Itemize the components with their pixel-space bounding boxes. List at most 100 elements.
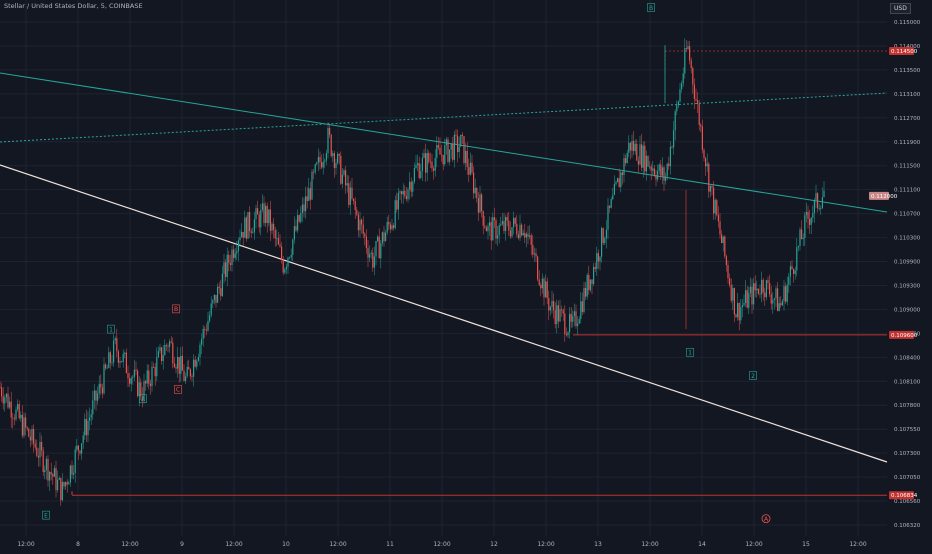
- wave-label-box: [139, 394, 147, 403]
- candle-body: [57, 479, 59, 491]
- candle-body: [34, 443, 36, 448]
- candle-body: [106, 367, 108, 369]
- candle-body: [604, 238, 606, 244]
- y-tick-label: 0.113100: [894, 92, 921, 98]
- candle-body: [498, 225, 500, 236]
- candle-body: [204, 328, 206, 330]
- candle-body: [228, 254, 230, 264]
- candle-body: [407, 189, 409, 200]
- candle-body: [637, 160, 639, 165]
- candle-body: [533, 253, 535, 255]
- candle-body: [666, 163, 668, 177]
- candle-body: [252, 232, 254, 234]
- candle-body: [601, 228, 603, 257]
- candle-body: [145, 381, 147, 384]
- candle-body: [178, 357, 180, 374]
- candle-body: [55, 468, 57, 491]
- candle-body: [311, 171, 313, 200]
- y-tick-label: 0.107550: [894, 427, 921, 433]
- candle-body: [212, 300, 214, 304]
- candle-body: [81, 443, 83, 454]
- candle-body: [7, 393, 9, 408]
- candle-body: [773, 298, 775, 300]
- candle-body: [420, 171, 422, 178]
- candle-body: [487, 225, 489, 232]
- candle-body: [501, 221, 503, 225]
- x-tick-label: 11: [386, 541, 394, 548]
- y-tick-label: 0.114000: [894, 44, 921, 50]
- candle-body: [485, 227, 487, 232]
- candle-body: [532, 244, 534, 255]
- candle-body: [241, 231, 243, 238]
- candle-body: [103, 364, 105, 394]
- currency-badge[interactable]: USD: [890, 3, 911, 14]
- candle-body: [33, 428, 35, 444]
- candle-body: [129, 378, 131, 384]
- candle-body: [74, 449, 76, 473]
- wave-label: A: [764, 516, 769, 523]
- candle-body: [441, 154, 443, 156]
- candle-body: [762, 279, 764, 293]
- candle-body: [639, 144, 641, 165]
- candle-body: [250, 231, 252, 233]
- candle-body: [452, 143, 454, 160]
- candle-body: [685, 48, 687, 50]
- candle-body: [378, 236, 380, 259]
- candle-body: [634, 143, 636, 152]
- candle-body: [505, 217, 507, 232]
- candle-body: [124, 352, 126, 354]
- candle-body: [556, 305, 558, 325]
- candle-body: [244, 217, 246, 238]
- candle-body: [122, 353, 124, 362]
- candle-body: [508, 220, 510, 231]
- candle-body: [189, 369, 191, 377]
- candle-body: [522, 232, 524, 236]
- candle-body: [223, 262, 225, 274]
- x-tick-label: 12:00: [17, 541, 34, 548]
- candle-body: [58, 477, 60, 480]
- candle-body: [765, 280, 767, 298]
- candle-body: [645, 155, 647, 172]
- candle-body: [274, 229, 276, 239]
- candle-body: [589, 279, 591, 291]
- candle-body: [676, 105, 678, 112]
- candle-body: [191, 376, 193, 378]
- wave-label: B: [174, 306, 178, 313]
- candle-body: [802, 237, 804, 240]
- candle-body: [141, 396, 143, 401]
- candle-body: [671, 146, 673, 148]
- candle-body: [287, 257, 289, 267]
- candle-body: [177, 357, 179, 369]
- candle-body: [444, 145, 446, 165]
- candle-body: [588, 274, 590, 291]
- candle-body: [285, 266, 287, 270]
- candle-body: [743, 303, 745, 306]
- candle-body: [92, 400, 94, 415]
- candle-body: [68, 482, 70, 485]
- candle-body: [39, 442, 41, 458]
- candle-body: [28, 428, 30, 437]
- x-tick-label: 13: [594, 541, 602, 548]
- candle-body: [545, 281, 547, 298]
- candle-body: [356, 209, 358, 215]
- candle-body: [185, 376, 187, 382]
- candle-body: [225, 262, 227, 278]
- candle-body: [433, 168, 435, 171]
- candle-body: [305, 196, 307, 212]
- candle-body: [23, 417, 25, 436]
- candle-body: [757, 288, 759, 294]
- candle-body: [290, 254, 292, 258]
- candle-body: [596, 253, 598, 269]
- candle-body: [181, 355, 183, 371]
- candle-body: [437, 145, 439, 148]
- wave-label-box: [107, 324, 115, 334]
- candle-body: [236, 251, 238, 254]
- candle-body: [173, 363, 175, 368]
- y-tick-label: 0.115000: [894, 20, 921, 26]
- candle-body: [449, 149, 451, 162]
- candle-body: [151, 366, 153, 387]
- wave-label-box: [42, 510, 50, 520]
- trendline-teal-dashed: [0, 92, 888, 143]
